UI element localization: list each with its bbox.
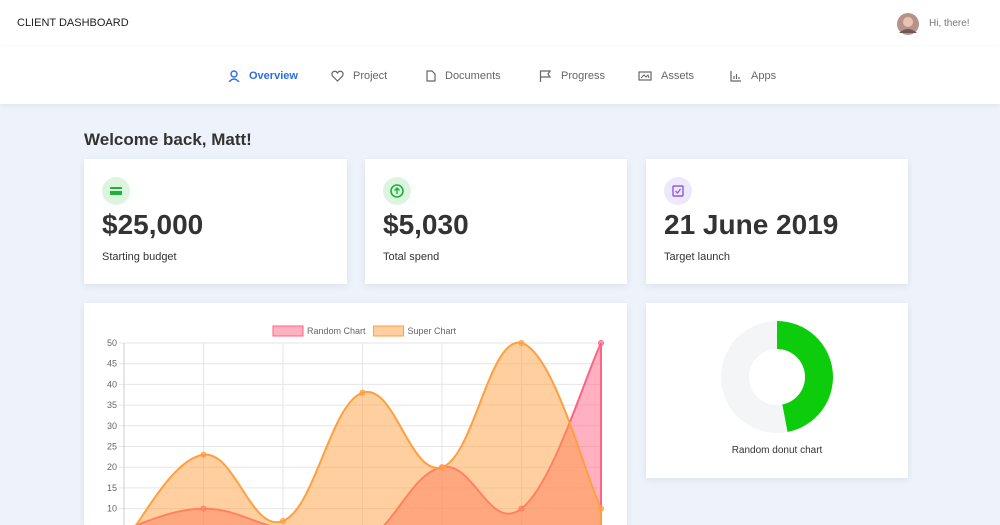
nav-item[interactable]: Project (331, 47, 387, 104)
icon (539, 69, 552, 82)
point (598, 340, 604, 346)
legend-swatch (272, 325, 304, 337)
point (359, 389, 366, 396)
card-value: 21 June 2019 (664, 209, 839, 240)
app-title: CLIENT DASHBOARD (17, 17, 129, 29)
donut-card: Random donut chart (646, 303, 908, 478)
card-label: Target launch (664, 251, 731, 263)
card-label: Starting budget (102, 251, 177, 263)
area-chart: Random Chart Super Chart 10 15 20 25 30 35 40 45 5… (107, 325, 604, 525)
area (135, 341, 602, 525)
donut-chart: Random donut chart (721, 321, 834, 456)
legend-label: Random Chart (307, 326, 366, 336)
header: CLIENT DASHBOARD Hi, there! (0, 0, 1000, 48)
y-tick-label: 50 (107, 338, 117, 348)
card-label: Total spend (383, 251, 440, 263)
y-tick-label: 35 (107, 400, 117, 410)
point (439, 464, 445, 471)
nav-item[interactable]: Apps (730, 47, 776, 104)
nav-label: Overview (249, 69, 298, 82)
chart-card: Random Chart Super Chart 10 15 20 25 30 35 40 45 5… (84, 303, 627, 525)
icon (102, 177, 130, 205)
welcome: Welcome back, Matt! (84, 130, 252, 149)
nav-item[interactable]: Progress (539, 47, 605, 104)
y-tick-label: 25 (107, 442, 117, 452)
avatar[interactable] (897, 13, 919, 35)
nav-item[interactable]: Documents (426, 47, 501, 104)
icon (730, 70, 741, 82)
nav-label: Project (353, 69, 388, 82)
donut-slice (721, 321, 788, 433)
legend-swatch (373, 325, 405, 337)
nav-bar: Overview Project Documents Progress Asse… (0, 47, 1000, 104)
y-tick-label: 10 (107, 504, 117, 514)
icon (664, 177, 692, 205)
donut-caption: Random donut chart (732, 445, 823, 456)
greeting: Hi, there! (929, 18, 970, 29)
nav-label: Documents (445, 69, 501, 82)
y-tick-label: 45 (107, 359, 117, 369)
nav-label: Assets (661, 69, 695, 82)
icon (228, 69, 240, 82)
card-value: $5,030 (383, 209, 469, 240)
stat-card: 21 June 2019 Target launch (646, 159, 908, 284)
y-tick-label: 40 (107, 379, 117, 389)
icon (331, 70, 344, 82)
stat-card: $25,000 Starting budget (84, 159, 347, 284)
nav-label: Progress (561, 69, 606, 82)
stat-card: $5,030 Total spend (365, 159, 627, 284)
nav-item[interactable]: Assets (638, 47, 694, 104)
point (200, 451, 207, 458)
point (518, 340, 525, 346)
card-value: $25,000 (102, 209, 204, 240)
y-tick-label: 20 (107, 462, 117, 472)
icon (426, 69, 436, 82)
donut-slice (777, 321, 834, 433)
nav-item[interactable]: Overview (228, 47, 298, 104)
point (598, 505, 604, 512)
legend-label: Super Chart (408, 326, 457, 336)
nav-label: Apps (751, 69, 777, 82)
icon (383, 177, 411, 205)
y-tick-label: 15 (107, 483, 117, 493)
icon (638, 70, 652, 81)
point (280, 518, 286, 525)
y-tick-label: 30 (107, 421, 117, 431)
